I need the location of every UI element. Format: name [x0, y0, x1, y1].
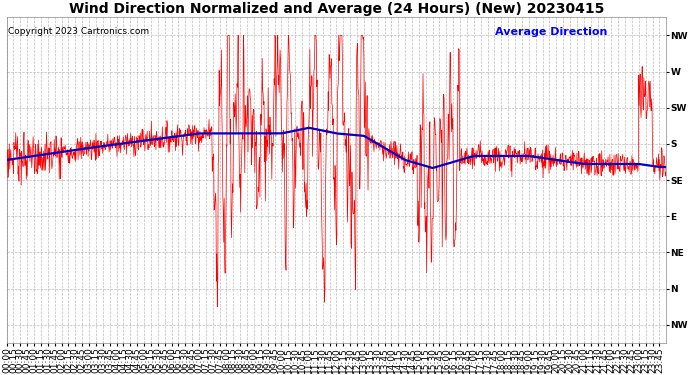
Text: Average Direction: Average Direction	[495, 27, 607, 37]
Title: Wind Direction Normalized and Average (24 Hours) (New) 20230415: Wind Direction Normalized and Average (2…	[69, 2, 604, 16]
Text: Copyright 2023 Cartronics.com: Copyright 2023 Cartronics.com	[8, 27, 149, 36]
